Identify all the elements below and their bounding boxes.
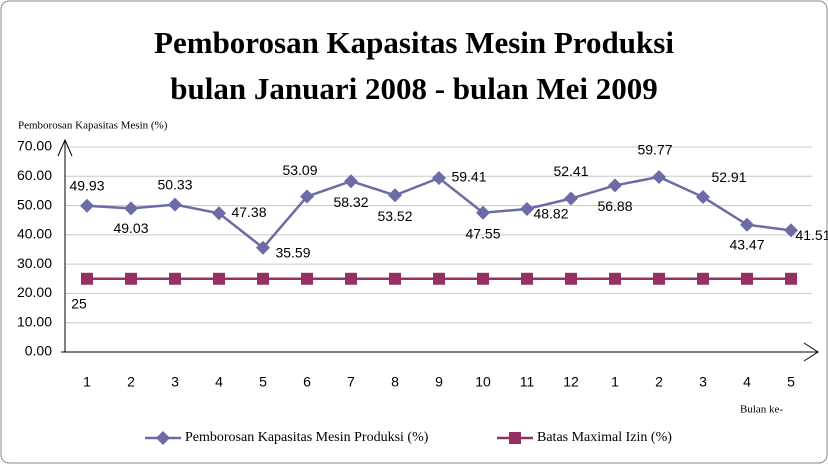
x-tick-label: 12 bbox=[563, 374, 579, 390]
x-tick-label: 3 bbox=[699, 374, 707, 390]
point bbox=[80, 198, 94, 213]
data-label: 35.59 bbox=[275, 244, 310, 260]
point bbox=[389, 272, 401, 285]
data-label: 41.51 bbox=[795, 227, 828, 243]
data-label: 47.38 bbox=[231, 204, 266, 220]
point bbox=[784, 223, 798, 238]
point bbox=[125, 272, 137, 285]
point bbox=[81, 272, 93, 285]
data-label: 47.55 bbox=[465, 225, 500, 241]
legend-label: Pemborosan Kapasitas Mesin Produksi (%) bbox=[185, 430, 429, 445]
y-tick-label: 40.00 bbox=[17, 226, 52, 242]
x-tick-label: 11 bbox=[520, 374, 535, 390]
data-label: 49.03 bbox=[113, 220, 148, 236]
x-tick-label: 7 bbox=[347, 374, 355, 390]
point bbox=[388, 188, 402, 203]
data-label: 52.41 bbox=[553, 163, 588, 179]
point bbox=[609, 272, 621, 285]
x-tick-label: 8 bbox=[391, 374, 399, 390]
point bbox=[168, 197, 182, 212]
y-tick-label: 0.00 bbox=[25, 343, 52, 359]
point bbox=[432, 171, 446, 186]
point bbox=[300, 189, 314, 204]
x-tick-label: 3 bbox=[171, 374, 179, 390]
point bbox=[477, 272, 489, 285]
point bbox=[256, 240, 270, 255]
point bbox=[564, 191, 578, 206]
point bbox=[212, 206, 226, 221]
legend-marker bbox=[156, 431, 170, 445]
x-tick-label: 5 bbox=[259, 374, 267, 390]
data-label: 49.93 bbox=[69, 177, 104, 193]
data-label: 59.77 bbox=[637, 142, 672, 158]
data-label: 50.33 bbox=[157, 176, 192, 192]
y-tick-label: 20.00 bbox=[17, 284, 52, 300]
legend-label: Batas Maximal Izin (%) bbox=[537, 430, 672, 445]
point bbox=[520, 202, 534, 217]
x-tick-label: 1 bbox=[611, 374, 619, 390]
point bbox=[697, 272, 709, 285]
y-tick-label: 70.00 bbox=[17, 138, 52, 154]
point bbox=[476, 205, 490, 220]
point bbox=[608, 178, 622, 193]
data-label: 59.41 bbox=[451, 169, 486, 185]
y-tick-label: 50.00 bbox=[17, 196, 52, 212]
axes bbox=[57, 138, 819, 362]
x-tick-label: 6 bbox=[303, 374, 311, 390]
point bbox=[521, 272, 533, 285]
x-tick-label: 5 bbox=[787, 374, 795, 390]
point bbox=[652, 169, 666, 184]
data-label: 53.09 bbox=[282, 162, 317, 178]
point bbox=[344, 174, 358, 189]
point bbox=[433, 272, 445, 285]
x-tick-label: 10 bbox=[475, 374, 491, 390]
point bbox=[696, 190, 710, 205]
chart-subtitle: bulan Januari 2008 - bulan Mei 2009 bbox=[170, 71, 657, 106]
y-tick-label: 60.00 bbox=[17, 167, 52, 183]
x-tick-label: 4 bbox=[215, 374, 223, 390]
y-arrow bbox=[57, 138, 73, 157]
chart-title: Pemborosan Kapasitas Mesin Produksi bbox=[154, 25, 674, 60]
point bbox=[257, 272, 269, 285]
data-label: 43.47 bbox=[729, 236, 764, 252]
point bbox=[124, 201, 138, 216]
x-tick-label: 2 bbox=[655, 374, 663, 390]
x-tick-label: 4 bbox=[743, 374, 751, 390]
x-axis-label: Bulan ke- bbox=[740, 404, 783, 416]
point bbox=[740, 217, 754, 232]
y-axis-label: Pemborosan Kapasitas Mesin (%) bbox=[18, 120, 168, 132]
x-arrow bbox=[803, 342, 819, 362]
point bbox=[653, 272, 665, 285]
data-label: 48.82 bbox=[533, 206, 568, 222]
y-tick-label: 10.00 bbox=[17, 313, 52, 329]
point bbox=[785, 272, 797, 285]
data-label: 25 bbox=[71, 295, 87, 311]
point bbox=[169, 272, 181, 285]
point bbox=[565, 272, 577, 285]
point bbox=[213, 272, 225, 285]
x-tick-label: 9 bbox=[435, 374, 443, 390]
point bbox=[741, 272, 753, 285]
data-label: 58.32 bbox=[333, 194, 368, 210]
data-label: 56.88 bbox=[597, 198, 632, 214]
data-label: 52.91 bbox=[711, 169, 746, 185]
legend-marker bbox=[509, 432, 521, 444]
x-tick-label: 1 bbox=[83, 374, 91, 390]
point bbox=[345, 272, 357, 285]
x-tick-label: 2 bbox=[127, 374, 135, 390]
point bbox=[301, 272, 313, 285]
y-tick-label: 30.00 bbox=[17, 255, 52, 271]
data-label: 53.52 bbox=[377, 208, 412, 224]
